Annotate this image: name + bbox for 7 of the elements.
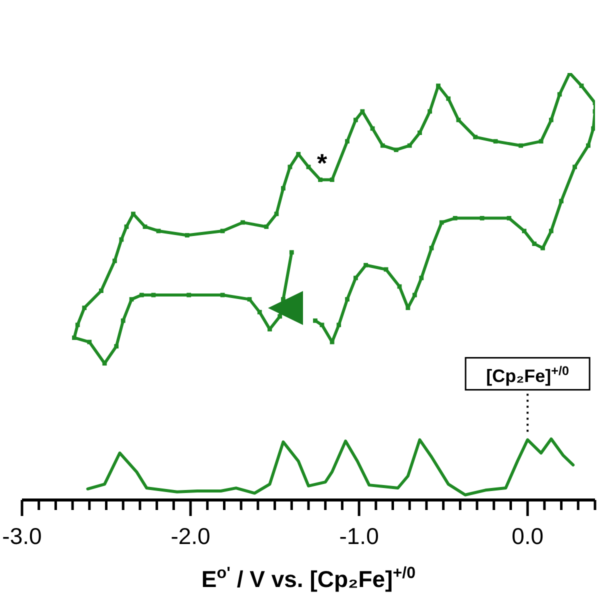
x-axis-title: E$^{o'}$ / V vs. [Cp₂Fe]$^{+/0}$: [201, 564, 416, 592]
annotation: *: [316, 148, 328, 178]
x-tick-label: -2.0: [170, 523, 210, 549]
x-tick-label: -3.0: [2, 523, 42, 549]
annotation: [Cp₂Fe]$^{+/0}$: [486, 364, 570, 386]
x-tick-label: -1.0: [339, 523, 379, 549]
x-tick-label: 0.0: [512, 523, 544, 549]
